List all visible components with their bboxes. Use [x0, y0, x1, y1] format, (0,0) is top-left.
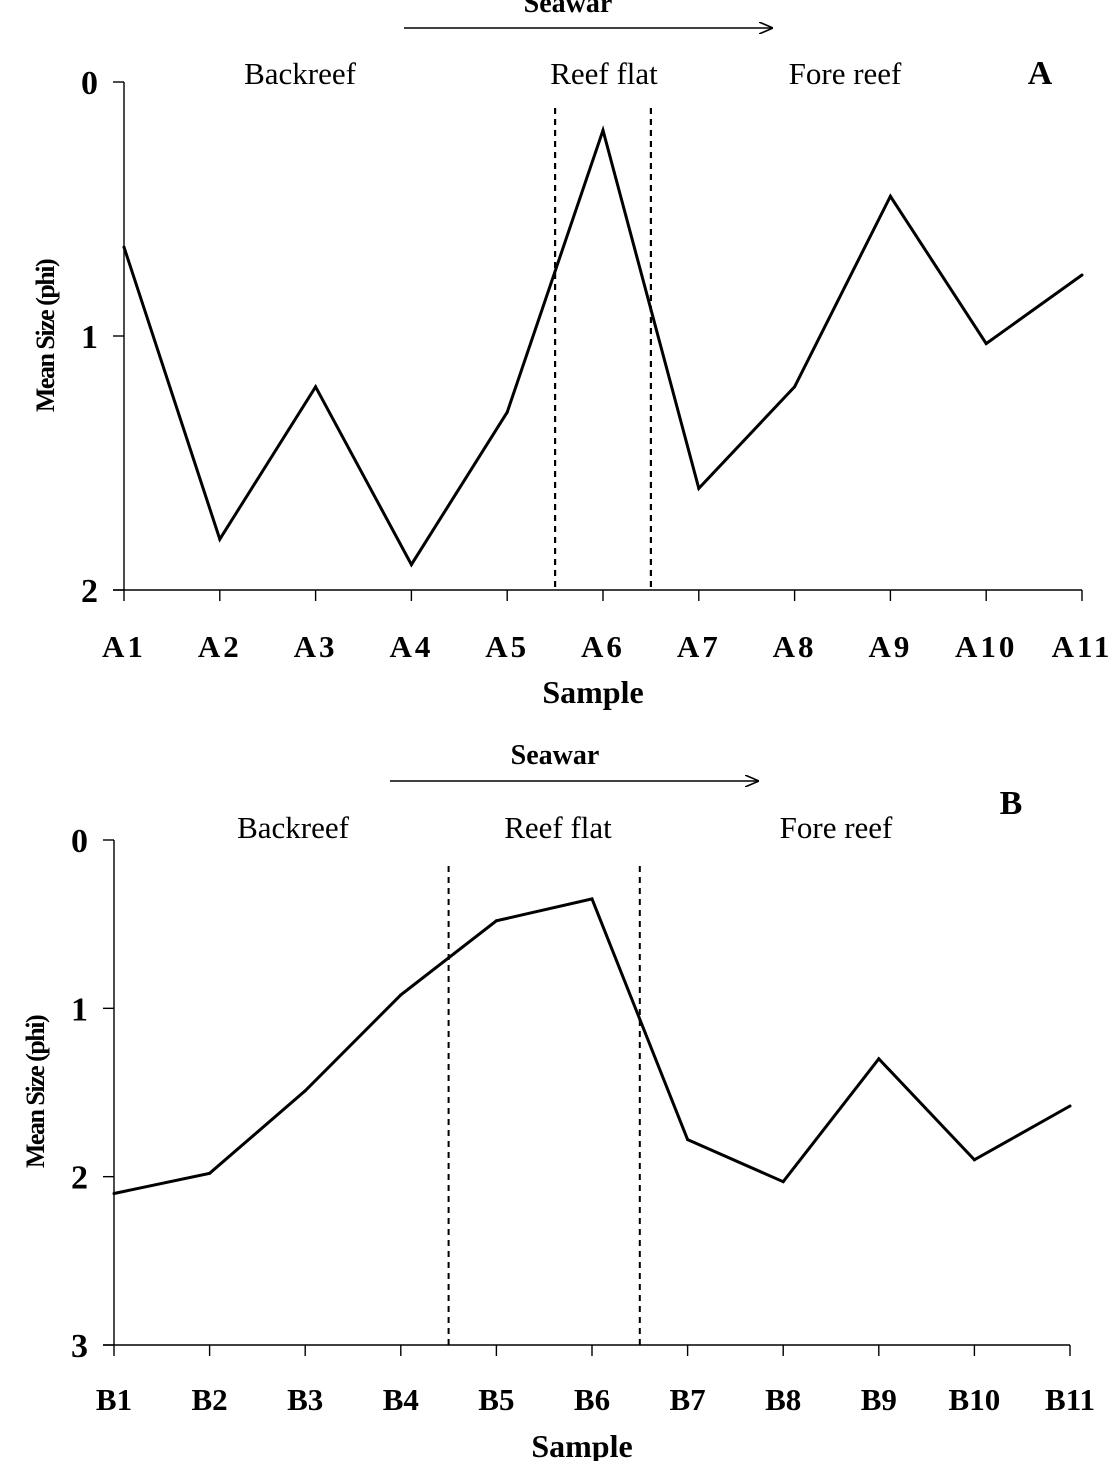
- data-point: [112, 1192, 116, 1195]
- x-tick-label: B7: [670, 1382, 706, 1417]
- data-point: [781, 1180, 785, 1184]
- data-point: [399, 993, 403, 997]
- x-tick-label: B3: [287, 1382, 323, 1417]
- y-tick-label: 1: [71, 991, 88, 1028]
- zone-label-reef-flat: Reef flat: [550, 56, 658, 91]
- data-point: [494, 919, 498, 923]
- x-tick-label: B4: [383, 1382, 419, 1417]
- x-axis-label: Sample: [531, 1428, 632, 1461]
- series-line: [113, 897, 1071, 1195]
- data-point: [409, 563, 413, 567]
- y-tick-label: 0: [71, 823, 88, 860]
- data-point: [314, 385, 318, 389]
- y-tick-label: 2: [81, 573, 98, 610]
- data-point: [1068, 1104, 1072, 1108]
- panel-label: B: [1000, 785, 1023, 822]
- data-point: [590, 897, 594, 901]
- data-point: [1080, 273, 1084, 277]
- data-point: [984, 342, 988, 346]
- x-tick-label: A2: [198, 629, 242, 664]
- x-tick-label: A8: [773, 629, 817, 664]
- y-axis-label: Mean Size (phi): [21, 1015, 50, 1168]
- data-point: [972, 1158, 976, 1162]
- direction-label: Seawar: [511, 740, 600, 771]
- series-line: [122, 125, 1083, 568]
- x-tick-label: A10: [955, 629, 1017, 664]
- x-tick-label: B1: [96, 1382, 132, 1417]
- x-tick-label: B9: [861, 1382, 897, 1417]
- panel-label: A: [1028, 55, 1053, 92]
- x-tick-label: B10: [949, 1382, 1001, 1417]
- data-point: [122, 245, 126, 249]
- zone-label-backreef: Backreef: [237, 810, 350, 845]
- x-tick-label: A9: [868, 629, 912, 664]
- data-point: [505, 410, 509, 414]
- x-tick-label: B6: [574, 1382, 610, 1417]
- x-tick-label: A3: [294, 629, 338, 664]
- x-tick-label: A6: [581, 629, 625, 664]
- data-point: [208, 1171, 212, 1175]
- data-point: [697, 486, 701, 490]
- x-tick-label: B5: [478, 1382, 514, 1417]
- data-point: [686, 1138, 690, 1142]
- y-axis-label: Mean Size (phi): [31, 259, 60, 412]
- data-point: [303, 1089, 307, 1093]
- x-tick-label: B11: [1045, 1382, 1095, 1417]
- x-tick-label: A4: [389, 629, 433, 664]
- direction-label: Seawar: [524, 0, 613, 19]
- zone-label-fore-reef: Fore reef: [789, 56, 902, 91]
- x-tick-label: A11: [1052, 629, 1113, 664]
- x-tick-label: B2: [192, 1382, 228, 1417]
- zone-label-fore-reef: Fore reef: [780, 810, 893, 845]
- data-point: [793, 385, 797, 389]
- x-tick-label: B8: [765, 1382, 801, 1417]
- zone-label-reef-flat: Reef flat: [504, 810, 612, 845]
- data-point: [888, 194, 892, 198]
- y-tick-label: 0: [81, 65, 98, 102]
- x-tick-label: A7: [677, 629, 721, 664]
- chart-panel-a: Seawar Backreef Reef flat Fore reef A Me…: [31, 0, 1113, 710]
- chart-panel-b: Seawar Backreef Reef flat Fore reef B Me…: [21, 740, 1095, 1461]
- y-tick-label: 1: [81, 319, 98, 356]
- data-point: [218, 537, 222, 541]
- x-axis-label: Sample: [542, 674, 643, 710]
- data-point: [601, 128, 605, 132]
- x-tick-label: A1: [102, 629, 146, 664]
- zone-label-backreef: Backreef: [244, 56, 357, 91]
- y-tick-label: 3: [71, 1328, 88, 1365]
- data-point: [877, 1057, 881, 1061]
- y-tick-label: 2: [71, 1160, 88, 1197]
- x-tick-label: A5: [485, 629, 529, 664]
